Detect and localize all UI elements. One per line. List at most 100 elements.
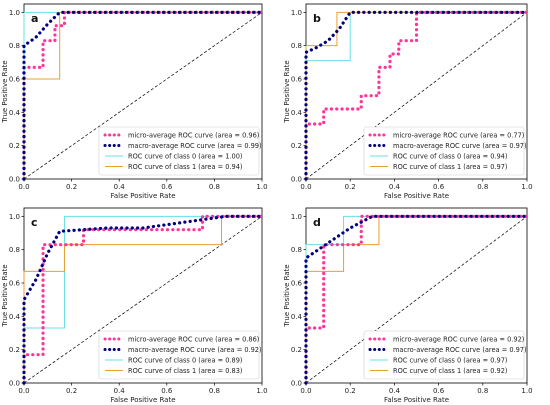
panel-b: 0.0 0.2 0.4 0.6 0.8 1.0 0.0 0.2 0.4 0.6 0.8 1.0 Fals…	[283, 3, 533, 200]
legend-box	[98, 330, 260, 380]
x-tick-label: 0.4	[114, 387, 126, 395]
legend-entry: micro-average ROC curve (area = 0.77)	[393, 131, 524, 139]
y-tick-label: 1.0	[9, 9, 20, 17]
panel-letter: b	[313, 12, 321, 25]
x-axis-label: False Positive Rate	[110, 396, 175, 404]
y-tick-label: 0.0	[291, 176, 302, 184]
y-axis-label: True Positive Rate	[1, 60, 9, 123]
legend: micro-average ROC curve (area = 0.77) mac…	[363, 126, 527, 176]
x-tick-label: 1.0	[521, 183, 532, 191]
legend-entry: macro-average ROC curve (area = 0.97)	[393, 346, 527, 354]
x-tick-label: 0.0	[300, 183, 311, 191]
panel-d: 0.0 0.2 0.4 0.6 0.8 1.0 0.0 0.2 0.4 0.6 0.8 1.0 Fals…	[283, 207, 533, 404]
y-tick-label: 0.6	[9, 76, 21, 84]
legend-entry: ROC curve of class 0 (area = 0.89)	[128, 356, 243, 364]
legend-entry: ROC curve of class 1 (area = 0.83)	[128, 367, 243, 375]
y-tick-label: 0.2	[9, 142, 20, 150]
x-tick-label: 0.8	[477, 387, 488, 395]
legend-entry: micro-average ROC curve (area = 0.96)	[128, 131, 259, 139]
y-tick-label: 1.0	[291, 213, 302, 221]
panel-c: 0.0 0.2 0.4 0.6 0.8 1.0 0.0 0.2 0.4 0.6 0.8 1.0 Fals…	[1, 207, 268, 404]
y-tick-label: 1.0	[291, 9, 302, 17]
y-tick-label: 0.0	[9, 176, 20, 184]
chance-diagonal	[23, 216, 263, 384]
x-tick-label: 0.4	[114, 183, 126, 191]
x-tick-label: 0.0	[300, 387, 311, 395]
x-tick-label: 0.8	[209, 387, 220, 395]
y-axis-label: True Positive Rate	[283, 264, 291, 327]
x-tick-label: 0.6	[433, 387, 445, 395]
x-tick-label: 0.8	[477, 183, 488, 191]
y-tick-label: 0.0	[291, 380, 302, 388]
y-tick-label: 0.6	[291, 76, 303, 84]
legend: micro-average ROC curve (area = 0.92) mac…	[363, 330, 527, 380]
x-tick-label: 0.2	[345, 183, 356, 191]
y-tick-label: 0.4	[291, 313, 303, 321]
panel-letter: a	[31, 12, 38, 25]
y-tick-label: 0.2	[291, 346, 302, 354]
legend-box	[98, 126, 260, 176]
y-tick-label: 0.8	[291, 246, 302, 254]
panel-letter: c	[31, 216, 38, 229]
x-tick-label: 0.2	[66, 387, 77, 395]
y-tick-label: 0.4	[9, 313, 21, 321]
x-tick-label: 1.0	[256, 183, 267, 191]
x-tick-label: 0.8	[209, 183, 220, 191]
legend-entry: micro-average ROC curve (area = 0.92)	[393, 335, 524, 343]
legend-entry: ROC curve of class 0 (area = 1.00)	[128, 152, 243, 160]
legend-entry: macro-average ROC curve (area = 0.92)	[128, 346, 262, 354]
x-axis-label: False Positive Rate	[110, 192, 175, 200]
y-tick-label: 0.0	[9, 380, 20, 388]
x-axis-label: False Positive Rate	[384, 192, 449, 200]
y-tick-label: 0.8	[291, 42, 302, 50]
series-line-1	[22, 10, 264, 181]
x-tick-label: 0.6	[433, 183, 445, 191]
x-tick-label: 0.0	[18, 387, 29, 395]
legend-entry: ROC curve of class 1 (area = 0.97)	[393, 163, 508, 171]
x-tick-label: 0.2	[345, 387, 356, 395]
x-tick-label: 1.0	[521, 387, 532, 395]
x-tick-label: 0.6	[161, 387, 173, 395]
y-axis-label: True Positive Rate	[283, 60, 291, 123]
y-tick-label: 0.8	[9, 246, 20, 254]
x-tick-label: 0.4	[389, 183, 401, 191]
panel-a: 0.0 0.2 0.4 0.6 0.8 1.0 0.0 0.2 0.4 0.6 0.8 1.0 Fals…	[1, 3, 268, 200]
x-tick-label: 0.4	[389, 387, 401, 395]
panel-letter: d	[313, 216, 321, 229]
legend-entry: ROC curve of class 0 (area = 0.94)	[393, 152, 508, 160]
x-tick-label: 0.6	[161, 183, 173, 191]
series-line-1	[304, 10, 529, 181]
legend-box	[363, 126, 525, 176]
legend-entry: macro-average ROC curve (area = 0.97)	[393, 142, 527, 150]
y-tick-label: 0.2	[9, 346, 20, 354]
x-tick-label: 1.0	[256, 387, 267, 395]
chance-diagonal	[305, 216, 528, 384]
legend-entry: micro-average ROC curve (area = 0.86)	[128, 335, 259, 343]
series-line-0	[304, 214, 529, 385]
y-tick-label: 0.8	[9, 42, 20, 50]
x-axis-label: False Positive Rate	[384, 396, 449, 404]
y-tick-label: 0.4	[9, 109, 21, 117]
legend-entry: macro-average ROC curve (area = 0.99)	[128, 142, 262, 150]
x-tick-label: 0.2	[66, 183, 77, 191]
series-line-1	[304, 214, 529, 385]
series-line-0	[22, 10, 264, 181]
y-axis-label: True Positive Rate	[1, 264, 9, 327]
y-tick-label: 0.6	[9, 280, 21, 288]
legend: micro-average ROC curve (area = 0.86) mac…	[98, 330, 262, 380]
legend-entry: ROC curve of class 1 (area = 0.94)	[128, 163, 243, 171]
series-line-1	[22, 214, 264, 385]
y-tick-label: 0.6	[291, 280, 303, 288]
legend-box	[363, 330, 525, 380]
y-tick-label: 1.0	[9, 213, 20, 221]
legend-entry: ROC curve of class 1 (area = 0.92)	[393, 367, 508, 375]
legend-entry: ROC curve of class 0 (area = 0.97)	[393, 356, 508, 364]
chance-diagonal	[305, 12, 528, 180]
chance-diagonal	[23, 12, 263, 180]
y-tick-label: 0.2	[291, 142, 302, 150]
legend: micro-average ROC curve (area = 0.96) mac…	[98, 126, 262, 176]
x-tick-label: 0.0	[18, 183, 29, 191]
y-tick-label: 0.4	[291, 109, 303, 117]
series-line-0	[22, 214, 264, 385]
